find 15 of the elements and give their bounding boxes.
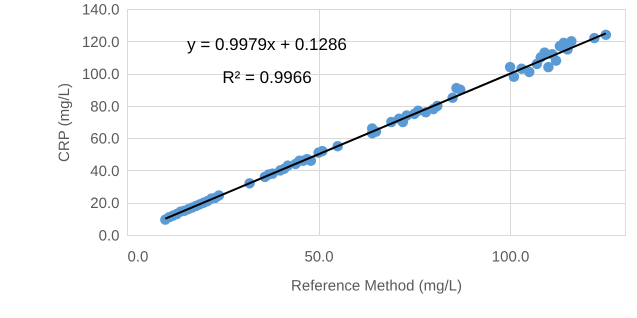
x-tick-label: 50.0 <box>304 248 334 266</box>
y-tick-label: 40.0 <box>90 162 120 180</box>
y-tick-label: 100.0 <box>82 66 120 84</box>
annotation: R² = 0.9966 <box>222 68 312 87</box>
y-tick-label: 0.0 <box>98 228 120 244</box>
x-axis-title: Reference Method (mg/L) <box>291 278 462 294</box>
y-tick-label: 140.0 <box>82 2 120 18</box>
y-axis-title: CRP (mg/L) <box>56 83 73 162</box>
y-tick-label: 80.0 <box>90 98 120 116</box>
y-tick-label: 60.0 <box>90 130 120 148</box>
annotation: y = 0.9979x + 0.1286 <box>187 35 347 54</box>
y-tick-label: 120.0 <box>82 34 120 51</box>
x-tick-label: 0.0 <box>128 248 148 266</box>
y-tick-label: 20.0 <box>90 195 120 212</box>
x-tick-label: 100.0 <box>492 248 530 266</box>
